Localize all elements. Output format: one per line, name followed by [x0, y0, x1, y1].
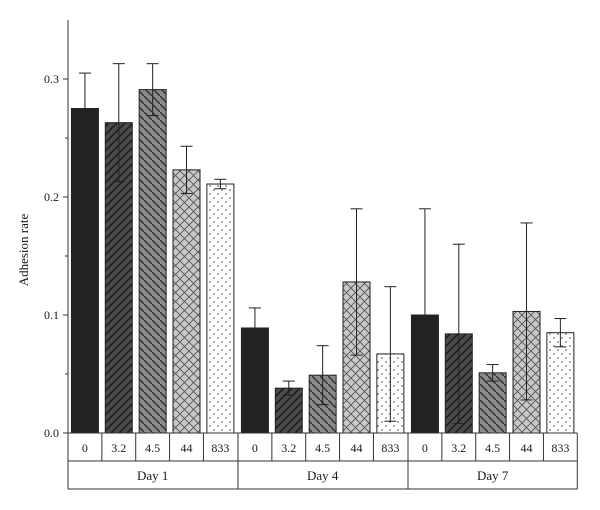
bar-day-7-4-5 — [478, 372, 507, 434]
error-bar — [452, 243, 465, 425]
x-tick-label: 3.2 — [451, 441, 466, 455]
x-tick-label: 4.5 — [315, 441, 330, 455]
y-tick-label: 0.3 — [44, 72, 59, 86]
y-tick-label: 0.0 — [44, 426, 59, 440]
x-tick-label: 833 — [211, 441, 229, 455]
x-tick-label: 0 — [82, 441, 88, 455]
error-bar — [180, 145, 193, 194]
error-bar — [486, 364, 499, 382]
error-bar — [282, 380, 295, 396]
bar-day-7-833 — [546, 332, 575, 434]
x-tick-label: 44 — [521, 441, 533, 455]
x-tick-label: 4.5 — [485, 441, 500, 455]
y-axis-label: Adhesion rate — [16, 213, 31, 286]
error-bar — [520, 222, 533, 401]
error-bar — [418, 208, 431, 422]
x-tick-label: 3.2 — [111, 441, 126, 455]
x-tick-label: 44 — [351, 441, 363, 455]
bar-day-1-0 — [70, 108, 99, 434]
error-bar — [146, 63, 159, 117]
y-tick-label: 0.2 — [44, 190, 59, 204]
bars — [70, 63, 575, 434]
error-bar — [248, 307, 261, 349]
error-bar — [350, 208, 363, 356]
group-label: Day 7 — [477, 468, 509, 483]
group-label: Day 1 — [137, 468, 168, 483]
error-bar — [214, 178, 227, 190]
error-bar — [384, 286, 397, 422]
bar-day-1-4-5 — [138, 89, 167, 434]
x-tick-label: 0 — [252, 441, 258, 455]
group-label: Day 4 — [307, 468, 339, 483]
axes: 0.0 0.1 0.2 0.3 — [44, 20, 69, 440]
error-bar — [316, 345, 329, 406]
bar-day-1-44 — [172, 169, 201, 434]
x-tick-label: 3.2 — [281, 441, 296, 455]
error-bar — [112, 63, 125, 183]
error-bar — [78, 72, 91, 145]
x-axis-table: Day 1 0 3.2 4.5 44 833 Day 4 0 3.2 4.5 44 833 Day 7 0… — [67, 432, 578, 490]
x-tick-label: 44 — [181, 441, 193, 455]
error-bar — [554, 318, 567, 348]
x-tick-label: 0 — [422, 441, 428, 455]
y-tick-label: 0.1 — [44, 308, 59, 322]
bar-day-1-833 — [206, 183, 235, 434]
x-tick-label: 833 — [381, 441, 399, 455]
x-tick-label: 4.5 — [145, 441, 160, 455]
x-tick-label: 833 — [551, 441, 569, 455]
